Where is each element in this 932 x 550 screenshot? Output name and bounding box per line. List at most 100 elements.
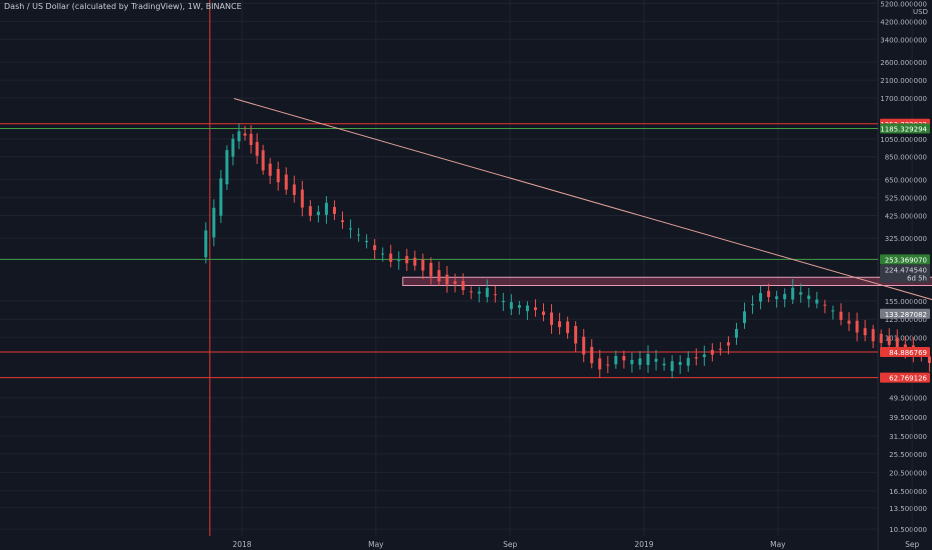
x-tick-label: 2018 <box>232 540 251 549</box>
y-tick-label: 850.000000 <box>885 154 927 162</box>
y-tick-label: 125.000000 <box>885 316 927 324</box>
candle-body <box>212 207 216 238</box>
candle-body <box>783 293 787 300</box>
zone-rectangle[interactable] <box>402 276 932 287</box>
candle-body <box>316 211 320 216</box>
candle-body <box>614 356 618 365</box>
candle-body <box>767 290 771 298</box>
candle-body <box>237 131 241 142</box>
candle-body <box>743 311 746 324</box>
y-tick-label: 2100.000000 <box>880 77 927 85</box>
chart-title: Dash / US Dollar (calculated by TradingV… <box>4 2 242 11</box>
candle-body <box>204 230 208 258</box>
candle-body <box>670 361 674 372</box>
candle-body <box>461 281 465 291</box>
candle-body <box>775 296 779 300</box>
candle-body <box>231 138 235 157</box>
y-tick-label: 650.000000 <box>885 176 927 184</box>
candle-body <box>453 281 457 284</box>
candle-body <box>799 292 803 295</box>
candle-body <box>582 336 586 355</box>
candle-body <box>349 228 353 230</box>
candle-body <box>276 168 280 183</box>
candle-body <box>533 307 537 311</box>
candle-body <box>509 302 513 309</box>
y-tick-label: 325.000000 <box>885 235 927 243</box>
y-tick-label: 5200.000000 <box>880 0 927 8</box>
y-tick-label: 13.500000 <box>889 505 927 513</box>
candle-body <box>550 312 554 325</box>
y-tick-label: 155.000000 <box>885 298 927 306</box>
candle-body <box>219 178 223 216</box>
currency-label: USD <box>913 8 928 16</box>
y-tick-label: 25.500000 <box>889 451 927 459</box>
y-tick-label: 1700.000000 <box>880 95 927 103</box>
y-tick-label: 525.000000 <box>885 195 927 203</box>
candle-body <box>525 305 529 312</box>
candle-body <box>308 206 312 216</box>
candle-body <box>365 240 369 243</box>
candle-body <box>718 348 722 350</box>
price-level-tag <box>880 308 930 319</box>
descending-trendline[interactable] <box>233 98 932 407</box>
y-tick-label: 39.500000 <box>889 414 927 422</box>
candle-body <box>839 311 843 320</box>
current-price-label: 224.474540 <box>885 267 927 275</box>
candle-body <box>710 349 714 355</box>
current-price-tag <box>880 264 930 283</box>
candle-body <box>501 300 505 303</box>
candle-body <box>437 270 441 282</box>
candle-body <box>373 245 377 251</box>
candle-body <box>341 220 344 222</box>
candle-body <box>413 257 417 266</box>
candle-body <box>357 234 361 236</box>
candle-body <box>261 150 265 171</box>
candle-body <box>863 328 867 336</box>
price-level-label: 84.886769 <box>889 349 927 357</box>
price-level-label: 133.287082 <box>885 311 927 319</box>
candle-body <box>405 256 409 264</box>
candle-body <box>332 207 336 214</box>
candle-body <box>622 356 626 361</box>
candle-body <box>445 274 449 285</box>
y-tick-label: 1050.000000 <box>880 136 927 144</box>
candle-body <box>249 133 253 145</box>
candle-body <box>855 320 859 333</box>
x-tick-label: May <box>770 540 786 549</box>
candle-body <box>381 253 385 255</box>
candle-body <box>243 133 247 136</box>
price-level-label: 1185.329294 <box>880 126 927 134</box>
candle-body <box>225 150 229 185</box>
candle-body <box>429 262 433 277</box>
candle-body <box>517 305 521 308</box>
candle-body <box>823 304 827 306</box>
candle-body <box>574 325 578 344</box>
price-level-tag <box>880 123 930 134</box>
candle-body <box>477 291 481 294</box>
y-tick-label: 10.500000 <box>889 526 927 534</box>
candle-body <box>815 299 819 304</box>
y-tick-label: 2600.000000 <box>880 59 927 67</box>
candle-body <box>421 259 425 271</box>
candle-body <box>694 357 698 359</box>
candle-body <box>397 260 401 262</box>
candle-body <box>895 337 899 349</box>
candle-body <box>831 310 835 312</box>
y-tick-label: 3400.000000 <box>880 36 927 44</box>
y-tick-label: 49.500000 <box>889 395 927 403</box>
candle-body <box>630 359 634 365</box>
candle-body <box>887 336 891 345</box>
y-tick-label: 16.500000 <box>889 488 927 496</box>
x-tick-label: Sep <box>503 540 517 549</box>
candle-body <box>598 358 602 370</box>
candle-body <box>566 321 570 334</box>
candle-body <box>255 142 259 156</box>
candle-body <box>268 163 272 176</box>
candle-body <box>646 354 650 365</box>
candle-body <box>493 294 497 296</box>
candle-body <box>807 295 811 300</box>
price-level-tag <box>880 372 930 383</box>
candle-body <box>927 356 931 363</box>
candle-body <box>791 287 795 300</box>
